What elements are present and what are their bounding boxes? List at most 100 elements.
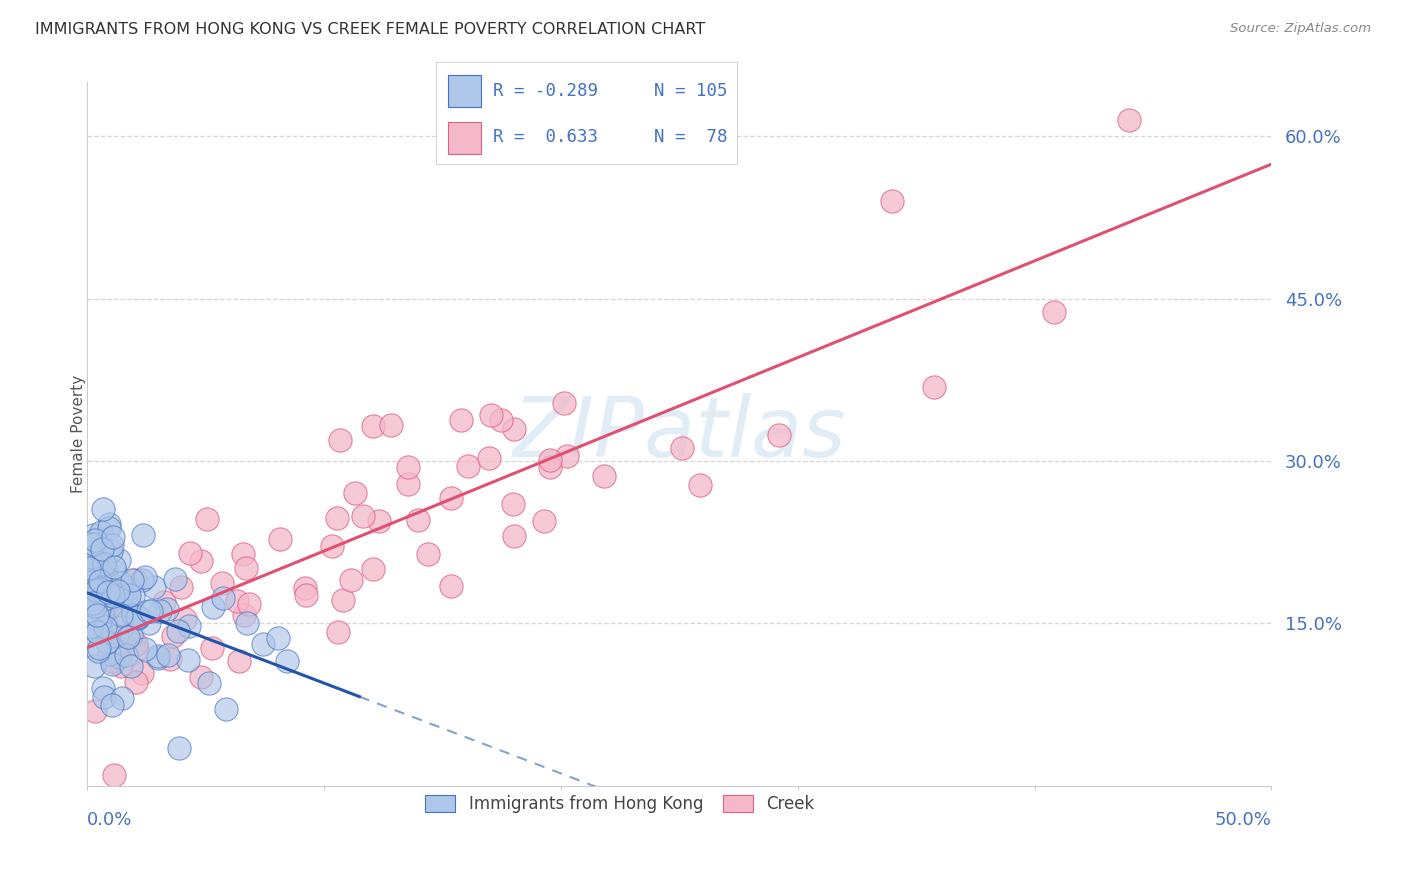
Legend: Immigrants from Hong Kong, Creek: Immigrants from Hong Kong, Creek	[419, 789, 821, 820]
Point	[533, 514, 555, 528]
Point	[440, 579, 463, 593]
Point	[79, 563, 101, 577]
Point	[167, 740, 190, 755]
Point	[593, 468, 616, 483]
Point	[108, 552, 131, 566]
FancyBboxPatch shape	[449, 122, 481, 153]
Point	[90, 543, 112, 558]
Point	[97, 587, 120, 601]
Point	[91, 681, 114, 695]
Point	[89, 582, 111, 596]
Point	[97, 517, 120, 532]
Point	[326, 511, 349, 525]
Point	[118, 581, 141, 595]
Point	[440, 491, 463, 505]
Point	[125, 637, 148, 651]
Point	[83, 658, 105, 673]
Point	[103, 566, 125, 580]
Point	[79, 628, 101, 642]
Point	[295, 588, 318, 602]
Point	[80, 619, 103, 633]
Point	[124, 573, 146, 587]
Point	[89, 640, 111, 655]
Point	[198, 676, 221, 690]
Point	[82, 596, 104, 610]
Point	[1118, 112, 1140, 127]
Point	[148, 650, 170, 665]
Point	[115, 648, 138, 662]
Text: R = -0.289: R = -0.289	[494, 82, 599, 100]
Text: 50.0%: 50.0%	[1215, 811, 1271, 829]
Point	[326, 625, 349, 640]
Point	[91, 542, 114, 557]
Point	[111, 691, 134, 706]
Point	[110, 658, 132, 673]
Point	[235, 560, 257, 574]
Point	[179, 619, 201, 633]
Point	[83, 533, 105, 547]
Y-axis label: Female Poverty: Female Poverty	[72, 375, 86, 493]
Point	[110, 608, 132, 623]
Point	[165, 572, 187, 586]
Point	[276, 654, 298, 668]
Point	[89, 601, 111, 615]
Point	[110, 575, 132, 590]
Point	[82, 595, 104, 609]
Point	[83, 574, 105, 589]
Text: Source: ZipAtlas.com: Source: ZipAtlas.com	[1230, 22, 1371, 36]
Point	[111, 612, 134, 626]
Point	[228, 654, 250, 668]
Point	[90, 579, 112, 593]
Point	[344, 486, 367, 500]
Point	[457, 459, 479, 474]
Point	[80, 620, 103, 634]
Point	[124, 675, 146, 690]
Point	[86, 607, 108, 622]
Point	[97, 647, 120, 661]
Point	[132, 527, 155, 541]
Point	[105, 642, 128, 657]
Point	[84, 582, 107, 597]
Point	[110, 620, 132, 634]
Point	[252, 638, 274, 652]
Text: N =  78: N = 78	[654, 128, 727, 145]
Point	[97, 584, 120, 599]
Point	[396, 460, 419, 475]
Point	[107, 583, 129, 598]
Point	[157, 648, 180, 662]
Point	[235, 615, 257, 630]
Point	[103, 768, 125, 782]
Point	[90, 524, 112, 539]
Point	[555, 450, 578, 464]
Point	[179, 546, 201, 560]
Point	[82, 577, 104, 591]
Point	[156, 601, 179, 615]
Point	[671, 442, 693, 456]
Point	[138, 616, 160, 631]
Point	[238, 597, 260, 611]
Point	[120, 658, 142, 673]
Point	[89, 574, 111, 588]
Point	[882, 194, 904, 208]
Point	[80, 537, 103, 551]
Point	[97, 622, 120, 636]
Point	[79, 588, 101, 602]
Point	[141, 603, 163, 617]
Point	[91, 502, 114, 516]
Point	[174, 612, 197, 626]
Point	[368, 514, 391, 528]
Point	[121, 573, 143, 587]
Point	[100, 582, 122, 596]
Point	[212, 591, 235, 605]
Point	[502, 422, 524, 436]
Point	[117, 630, 139, 644]
Point	[84, 558, 107, 572]
Point	[233, 607, 256, 622]
Point	[148, 604, 170, 618]
Point	[93, 592, 115, 607]
Point	[84, 705, 107, 719]
Point	[80, 592, 103, 607]
Point	[540, 460, 562, 475]
Point	[380, 418, 402, 433]
Point	[100, 599, 122, 613]
